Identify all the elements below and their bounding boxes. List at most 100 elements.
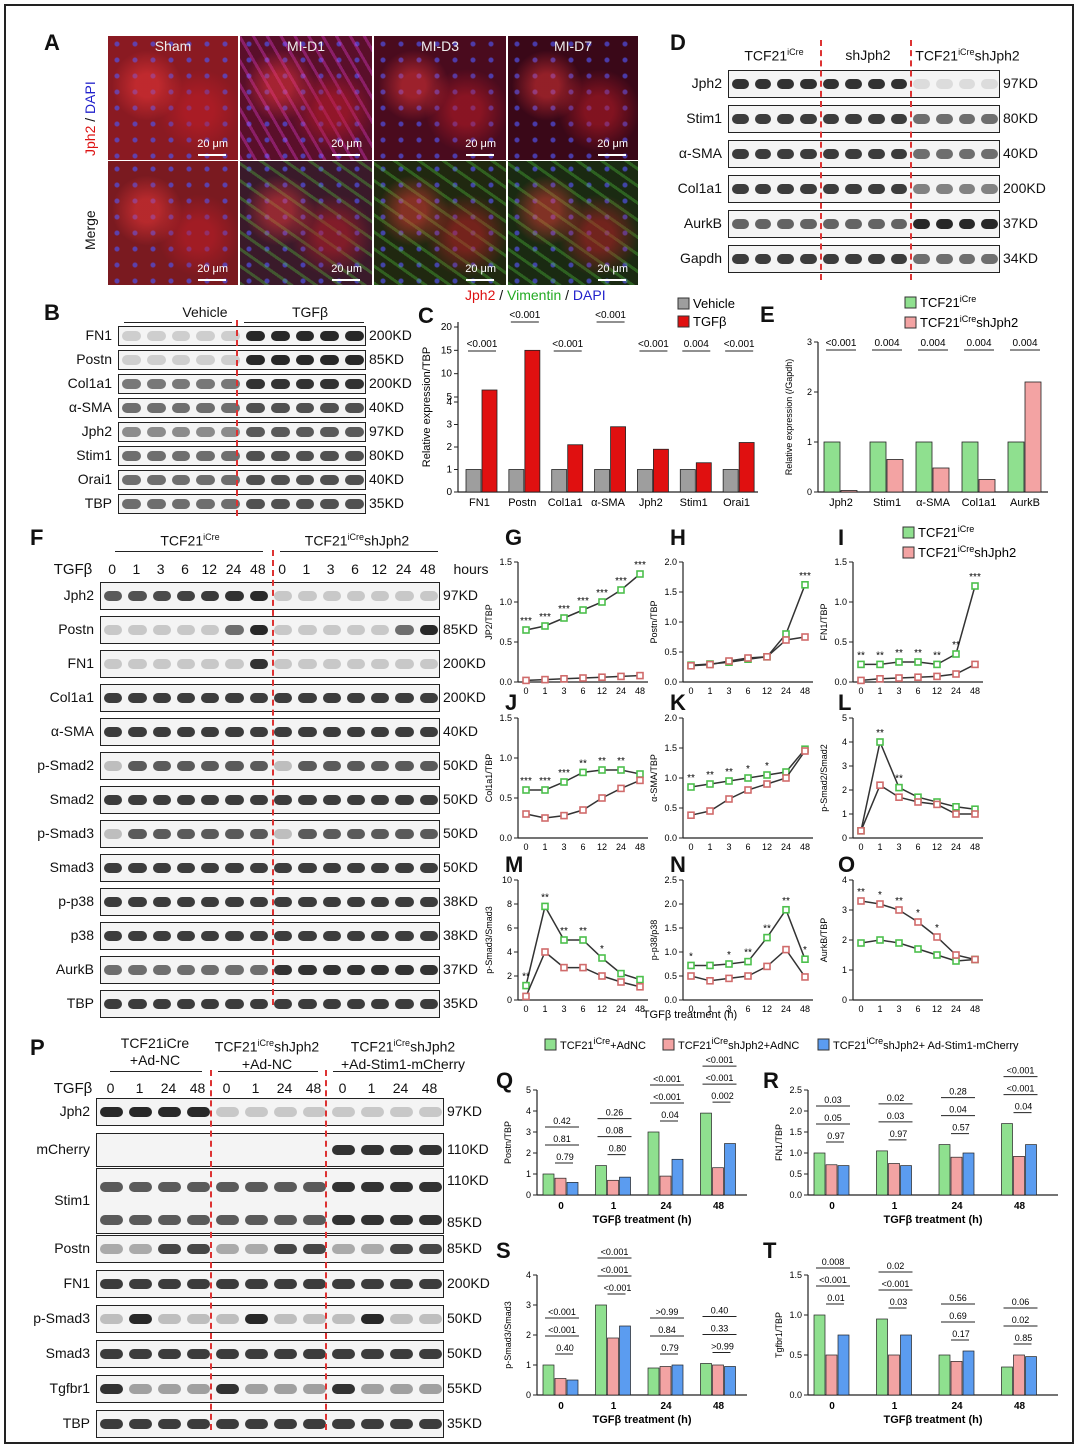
blot-kd: 38KD (443, 893, 479, 909)
blot-band (345, 499, 364, 509)
blot-band (371, 625, 390, 635)
blot-band (361, 1181, 384, 1192)
blot-band (187, 1215, 210, 1226)
blot-band (245, 1279, 268, 1289)
chart-C-bar (610, 426, 626, 493)
blot-band (936, 219, 953, 229)
blot-band (332, 1349, 355, 1359)
micrograph-title: MI-D3 (420, 38, 460, 54)
chart-L-point (857, 826, 865, 835)
chart-C-x-tick-label: Stim1 (680, 497, 708, 509)
blot-band (371, 999, 390, 1009)
chart-K-y-tick-label: 0.0 (664, 833, 677, 843)
blot-band (274, 1384, 297, 1394)
blot-band (361, 1279, 384, 1289)
chart-G-y-axis-label: JP2/TBP (484, 604, 494, 640)
chart-J-point (617, 766, 625, 774)
blot-band (128, 795, 147, 805)
blot-band (146, 427, 166, 437)
chart-G-point (617, 672, 625, 681)
blot-band (201, 795, 220, 805)
blot-label: TBP (62, 1415, 90, 1431)
blot-band (201, 625, 220, 635)
panel-f-hours: hours (453, 561, 489, 577)
blot-kd: 97KD (369, 423, 405, 439)
chart-S-y-tick-label: 2 (526, 1330, 531, 1340)
blot-kd: 200KD (1003, 180, 1046, 196)
blot-band (171, 331, 191, 341)
chart-R-bar (950, 1156, 963, 1196)
chart-I-point (933, 660, 941, 669)
blot-band (800, 149, 817, 159)
chart-J-point (541, 814, 549, 822)
blot-band (176, 965, 196, 975)
blot-band (958, 254, 976, 264)
blot-label: TBP (84, 495, 112, 511)
blot-band (320, 427, 340, 437)
chart-O-y-tick-label: 1 (842, 965, 847, 975)
chart-L-y-tick-label: 3 (842, 761, 847, 771)
chart-E-bar (886, 459, 904, 493)
chart-I-point (952, 650, 960, 658)
chart-T-bar (1001, 1366, 1013, 1396)
micrograph-1-1: Sham 20 μm (108, 36, 238, 160)
blot-kd: 40KD (1003, 145, 1039, 161)
blot-band (129, 1181, 152, 1192)
chart-T-bar (888, 1354, 900, 1396)
blot-band (320, 331, 340, 341)
chart-M-point (541, 902, 549, 911)
chart-N-x-tick-label: 48 (800, 1004, 810, 1014)
blot-band (274, 897, 293, 907)
chart-K-point (782, 774, 790, 782)
blot-band (822, 184, 840, 194)
blot-band (274, 727, 293, 737)
chart-I-point (952, 670, 960, 678)
blot-band (104, 761, 123, 771)
chart-Q-x-axis-label: TGFβ treatment (h) (593, 1214, 692, 1226)
chart-K-point (687, 811, 695, 820)
time-label: 1 (135, 1080, 144, 1096)
chart-C-pvalue: <0.001 (552, 339, 583, 350)
chart-C-x-tick-label: Jph2 (639, 497, 663, 509)
blot-band (322, 863, 341, 873)
chart-E-x-tick-label: AurkB (1010, 497, 1040, 509)
chart-Q-bar (659, 1175, 672, 1196)
blot-band (395, 795, 414, 805)
chart-E-y-tick-label: 0 (807, 487, 812, 497)
legend-qt-2-swatch (662, 1038, 675, 1051)
blot-band (201, 761, 220, 771)
blot-strip (96, 1133, 444, 1167)
chart-J-point (560, 778, 568, 786)
blot-band (249, 693, 268, 703)
chart-J-y-tick-label: 1.5 (499, 713, 512, 723)
blot-band (249, 625, 268, 635)
chart-H-point (706, 660, 714, 669)
group-divider (272, 550, 274, 1005)
blot-band (419, 1181, 442, 1192)
blot-band (936, 149, 953, 159)
chart-R-pvalue: 0.02 (887, 1093, 905, 1103)
chart-Q-bar (700, 1112, 712, 1196)
blot-band (201, 727, 220, 737)
chart-H-point (687, 661, 695, 670)
blot-band (332, 1145, 355, 1155)
blot-band (158, 1244, 181, 1254)
chart-Q-bar (647, 1131, 660, 1196)
time-label: 24 (395, 561, 412, 577)
blot-band (320, 499, 340, 509)
time-label: 48 (250, 561, 266, 577)
blot-band (936, 79, 953, 89)
blot-band (295, 355, 315, 365)
panel-label-p: P (30, 1035, 45, 1060)
chart-C-bar (567, 444, 584, 493)
legend-e-wt-text: TCF21iCre (920, 294, 976, 310)
blot-band (128, 897, 147, 907)
blot-band (152, 795, 171, 805)
chart-T-x-tick-label: 48 (1014, 1401, 1026, 1412)
blot-band (100, 1107, 123, 1117)
blot-band (754, 79, 772, 89)
chart-R-x-axis-label: TGFβ treatment (h) (884, 1214, 983, 1226)
chart-C-x-tick-label: α-SMA (591, 497, 626, 509)
blot-band (958, 79, 976, 89)
chart-I-point (876, 660, 884, 669)
